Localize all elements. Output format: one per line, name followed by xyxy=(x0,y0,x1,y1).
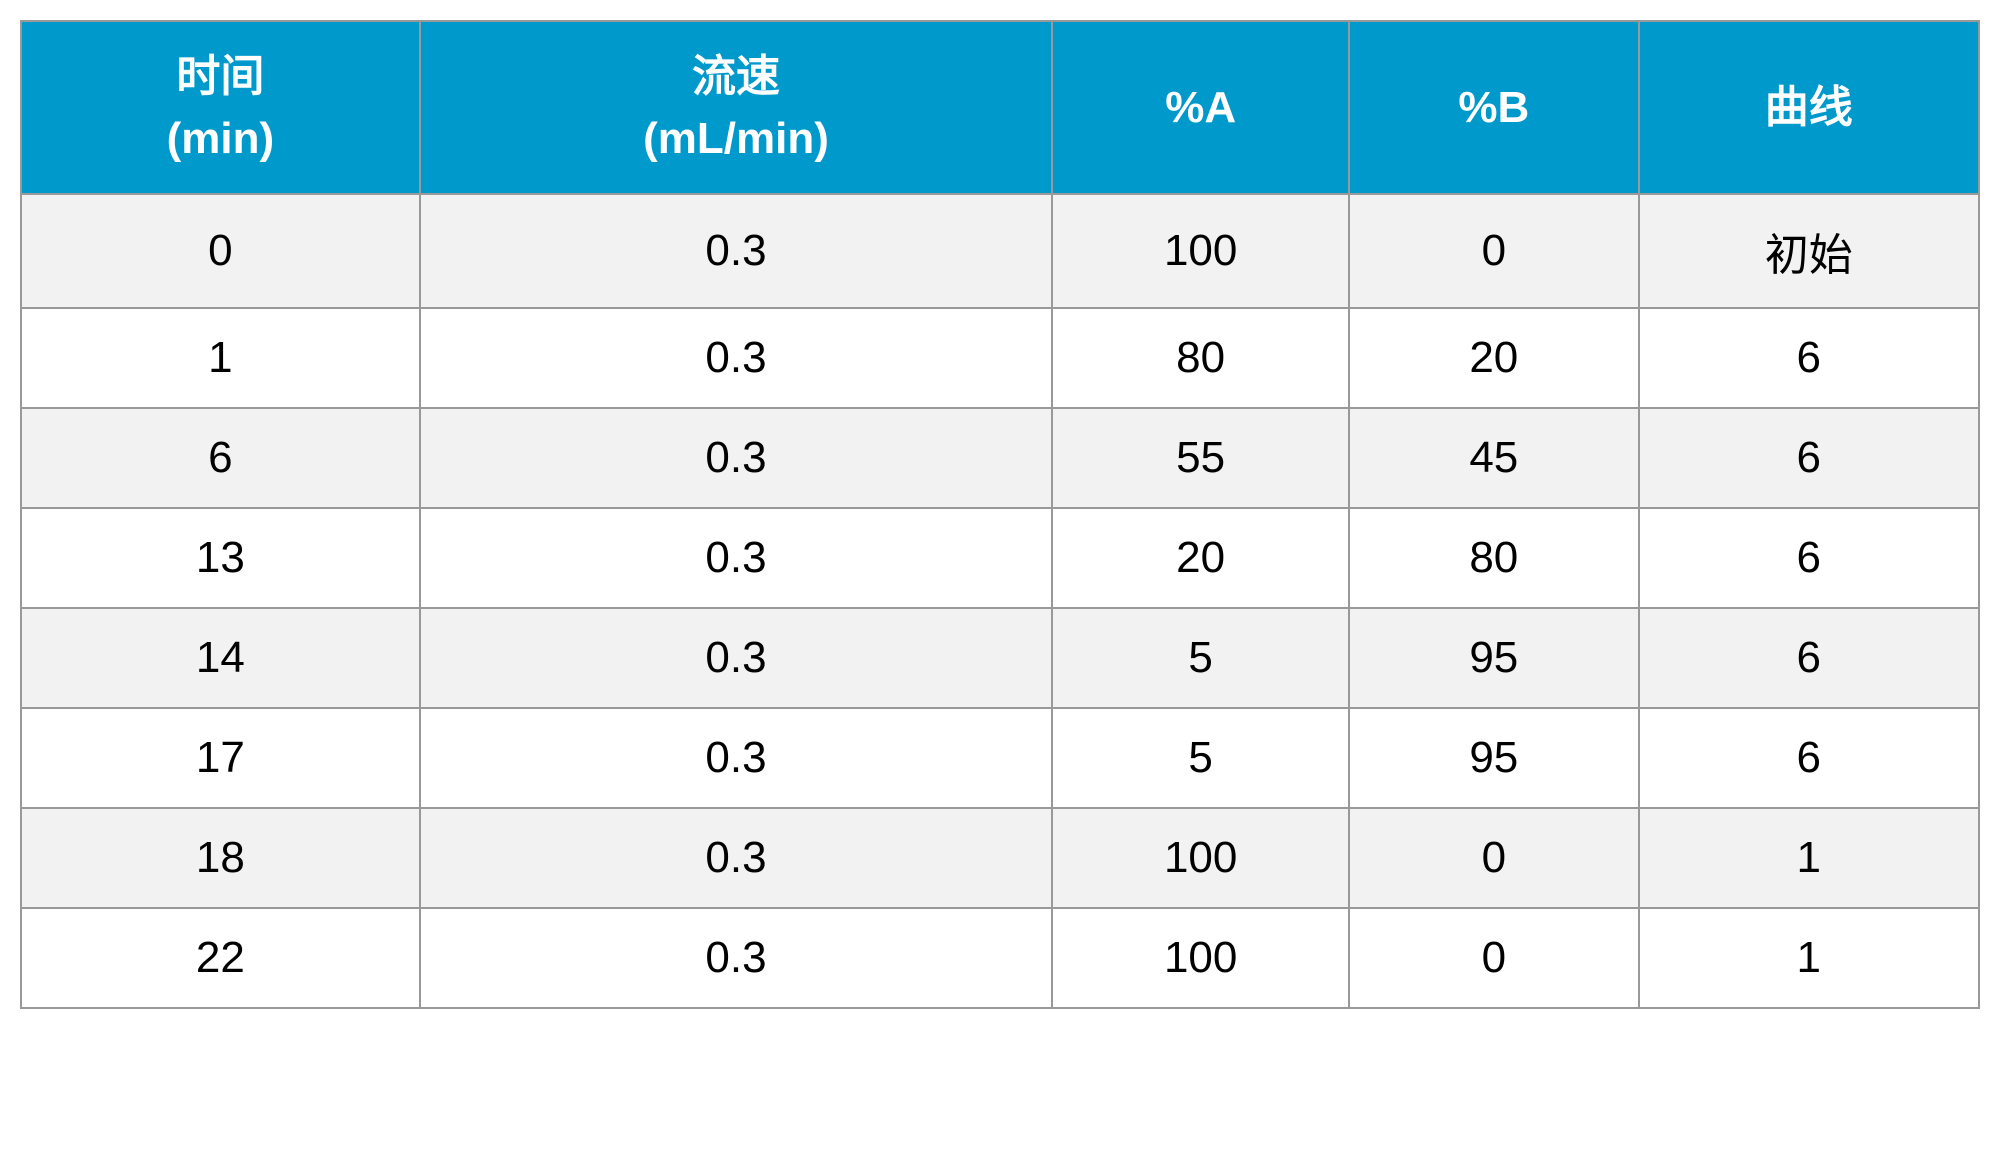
table-row: 14 0.3 5 95 6 xyxy=(21,608,1979,708)
cell-percent-b: 0 xyxy=(1349,908,1638,1008)
gradient-table: 时间 (min) 流速 (mL/min) %A %B 曲线 xyxy=(20,20,1980,1009)
table-row: 22 0.3 100 0 1 xyxy=(21,908,1979,1008)
header-curve-label: 曲线 xyxy=(1765,83,1853,132)
cell-percent-a: 5 xyxy=(1052,708,1349,808)
cell-percent-a: 100 xyxy=(1052,808,1349,908)
header-row: 时间 (min) 流速 (mL/min) %A %B 曲线 xyxy=(21,21,1979,194)
cell-time: 18 xyxy=(21,808,420,908)
cell-flowrate: 0.3 xyxy=(420,808,1052,908)
cell-flowrate: 0.3 xyxy=(420,708,1052,808)
cell-time: 0 xyxy=(21,194,420,308)
cell-time: 13 xyxy=(21,508,420,608)
cell-percent-a: 20 xyxy=(1052,508,1349,608)
header-percent-b: %B xyxy=(1349,21,1638,194)
cell-percent-b: 45 xyxy=(1349,408,1638,508)
cell-flowrate: 0.3 xyxy=(420,308,1052,408)
header-flowrate-label2: (mL/min) xyxy=(643,114,829,163)
cell-flowrate: 0.3 xyxy=(420,608,1052,708)
cell-time: 17 xyxy=(21,708,420,808)
table-header: 时间 (min) 流速 (mL/min) %A %B 曲线 xyxy=(21,21,1979,194)
header-time-label2: (min) xyxy=(167,114,275,163)
header-flowrate: 流速 (mL/min) xyxy=(420,21,1052,194)
cell-curve: 6 xyxy=(1639,608,1979,708)
cell-percent-b: 95 xyxy=(1349,708,1638,808)
cell-flowrate: 0.3 xyxy=(420,194,1052,308)
cell-curve: 6 xyxy=(1639,708,1979,808)
cell-curve: 6 xyxy=(1639,408,1979,508)
header-time: 时间 (min) xyxy=(21,21,420,194)
table-row: 13 0.3 20 80 6 xyxy=(21,508,1979,608)
header-percent-b-label: %B xyxy=(1458,83,1529,132)
cell-curve: 初始 xyxy=(1639,194,1979,308)
cell-percent-a: 80 xyxy=(1052,308,1349,408)
cell-time: 1 xyxy=(21,308,420,408)
cell-curve: 1 xyxy=(1639,908,1979,1008)
cell-percent-b: 0 xyxy=(1349,194,1638,308)
cell-time: 14 xyxy=(21,608,420,708)
cell-percent-b: 0 xyxy=(1349,808,1638,908)
cell-percent-a: 55 xyxy=(1052,408,1349,508)
header-time-label1: 时间 xyxy=(176,52,264,101)
cell-percent-a: 100 xyxy=(1052,908,1349,1008)
table-body: 0 0.3 100 0 初始 1 0.3 80 20 6 6 0.3 55 45… xyxy=(21,194,1979,1008)
table-row: 0 0.3 100 0 初始 xyxy=(21,194,1979,308)
cell-percent-a: 5 xyxy=(1052,608,1349,708)
cell-flowrate: 0.3 xyxy=(420,408,1052,508)
table-row: 6 0.3 55 45 6 xyxy=(21,408,1979,508)
cell-flowrate: 0.3 xyxy=(420,508,1052,608)
cell-curve: 6 xyxy=(1639,508,1979,608)
cell-percent-b: 20 xyxy=(1349,308,1638,408)
cell-percent-b: 80 xyxy=(1349,508,1638,608)
table-row: 1 0.3 80 20 6 xyxy=(21,308,1979,408)
header-flowrate-label1: 流速 xyxy=(692,52,780,101)
cell-curve: 6 xyxy=(1639,308,1979,408)
cell-percent-b: 95 xyxy=(1349,608,1638,708)
cell-time: 6 xyxy=(21,408,420,508)
table-row: 18 0.3 100 0 1 xyxy=(21,808,1979,908)
header-curve: 曲线 xyxy=(1639,21,1979,194)
cell-curve: 1 xyxy=(1639,808,1979,908)
header-percent-a: %A xyxy=(1052,21,1349,194)
gradient-table-container: 时间 (min) 流速 (mL/min) %A %B 曲线 xyxy=(20,20,1980,1009)
cell-percent-a: 100 xyxy=(1052,194,1349,308)
table-row: 17 0.3 5 95 6 xyxy=(21,708,1979,808)
cell-time: 22 xyxy=(21,908,420,1008)
header-percent-a-label: %A xyxy=(1165,83,1236,132)
cell-flowrate: 0.3 xyxy=(420,908,1052,1008)
